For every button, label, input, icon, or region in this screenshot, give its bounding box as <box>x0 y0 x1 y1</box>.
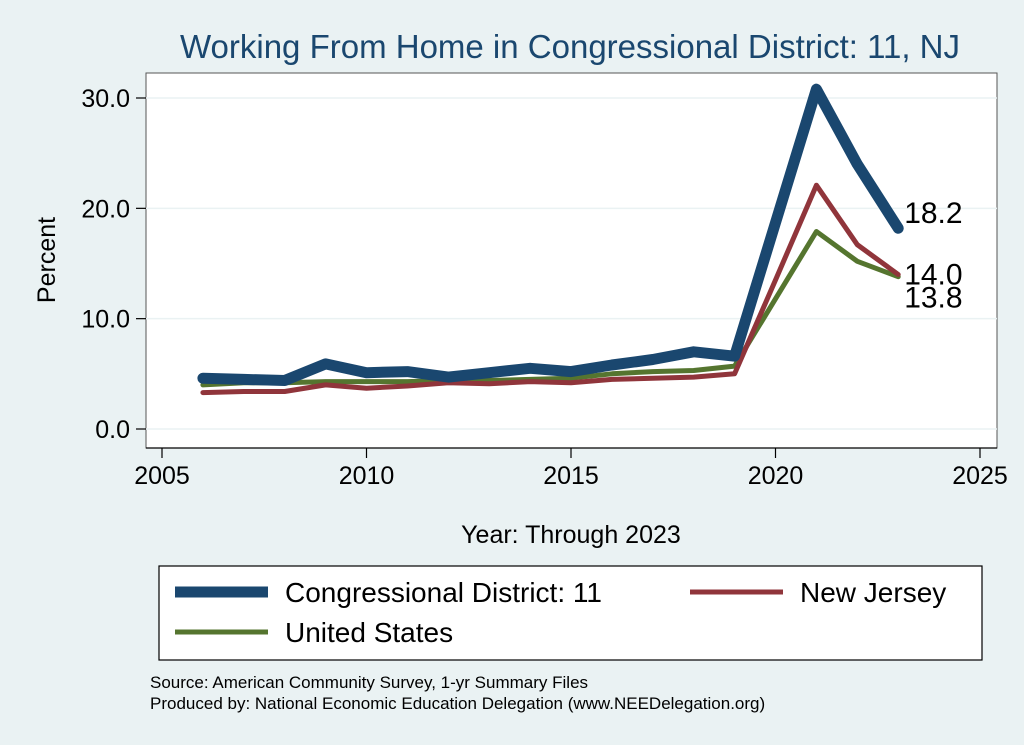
legend-label: Congressional District: 11 <box>285 577 602 608</box>
legend-label: United States <box>285 617 453 648</box>
chart-title: Working From Home in Congressional Distr… <box>180 28 960 65</box>
axes: 0.0 10.0 20.0 30.0 2005 2010 2015 2020 2025 <box>81 85 1007 490</box>
x-tick-label: 2015 <box>543 462 599 490</box>
y-tick-label: 10.0 <box>81 306 130 334</box>
end-labels: 18.2 14.013.8 <box>904 197 962 315</box>
source-note: Source: American Community Survey, 1-yr … <box>150 673 588 692</box>
legend <box>158 565 983 661</box>
y-tick-label: 0.0 <box>95 416 130 444</box>
end-label: 13.8 <box>904 282 962 315</box>
legend-label: New Jersey <box>800 577 946 608</box>
x-axis-label: Year: Through 2023 <box>461 521 681 549</box>
end-label: 18.2 <box>904 197 962 230</box>
x-tick-label: 2010 <box>339 462 395 490</box>
x-tick-label: 2005 <box>134 462 190 490</box>
series-lines <box>197 83 904 396</box>
series-line-1 <box>197 83 904 386</box>
series-line-3 <box>200 229 901 388</box>
x-tick-label: 2020 <box>748 462 804 490</box>
legend-items: Congressional District: 11 New Jersey Unit… <box>175 577 946 648</box>
produced-by-note: Produced by: National Economic Education… <box>150 694 765 713</box>
y-axis-label: Percent <box>33 217 61 303</box>
series-line-2 <box>200 182 901 396</box>
gridlines <box>146 97 997 430</box>
x-tick-label: 2025 <box>952 462 1008 490</box>
end-label: 14.0 <box>904 259 962 292</box>
y-tick-label: 30.0 <box>81 85 130 113</box>
y-tick-label: 20.0 <box>81 195 130 223</box>
